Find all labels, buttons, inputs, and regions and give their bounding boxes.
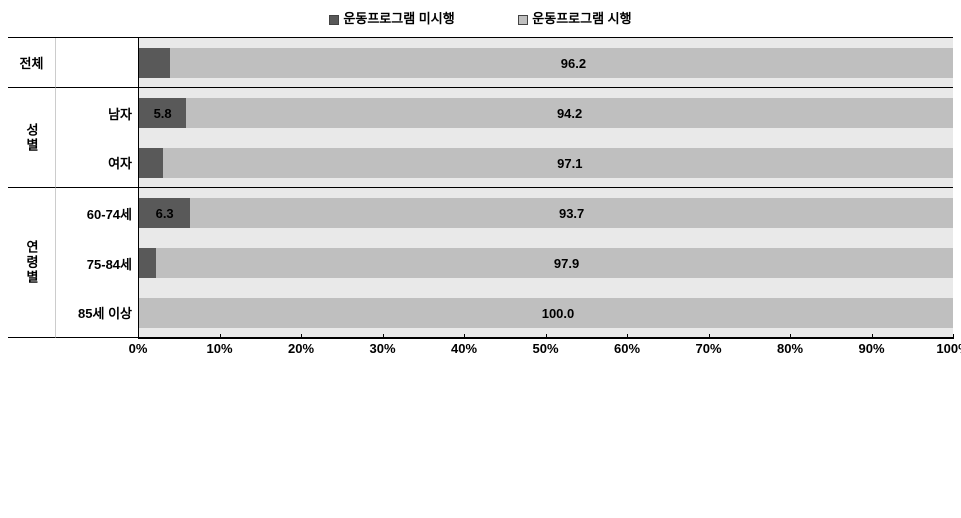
- bar-row: 6.3 93.7: [139, 188, 953, 238]
- group-label: 연령별: [8, 188, 56, 338]
- bar-segment-no: 5.8: [139, 98, 186, 128]
- bar-row: 2.1 97.9: [139, 238, 953, 288]
- bar-segment-no: 2.9: [139, 148, 163, 178]
- group-label: 성별: [8, 88, 56, 188]
- x-axis-tick-label: 80%: [777, 341, 803, 356]
- group-label-text: 전체: [20, 53, 44, 72]
- x-axis-tick-label: 0%: [129, 341, 148, 356]
- x-axis-tick-label: 70%: [695, 341, 721, 356]
- x-axis-tick-label: 30%: [369, 341, 395, 356]
- legend-item-no: 운동프로그램 미시행: [329, 8, 454, 27]
- x-axis-tick-label: 50%: [532, 341, 558, 356]
- bar-segment-yes: 100.0: [139, 298, 953, 328]
- stacked-bar: 0.0100.0: [139, 298, 953, 328]
- group-label-text: 성별: [22, 123, 41, 153]
- stacked-bar: 6.3 93.7: [139, 198, 953, 228]
- legend-label-no: 운동프로그램 미시행: [343, 11, 454, 26]
- bar-value-no: 5.8: [154, 106, 172, 121]
- bar-value-yes: 94.2: [557, 106, 582, 121]
- row-label: [56, 38, 138, 88]
- row-label: 85세 이상: [56, 288, 138, 338]
- stacked-bar: 2.9 97.1: [139, 148, 953, 178]
- bar-row: 3.8 96.2: [139, 38, 953, 88]
- bar-row: 2.9 97.1: [139, 138, 953, 188]
- legend-swatch-no: [329, 15, 339, 25]
- bar-value-yes: 97.9: [554, 256, 579, 271]
- x-axis-tick-label: 40%: [451, 341, 477, 356]
- x-axis: 0%10%20%30%40%50%60%70%80%90%100%: [138, 338, 953, 366]
- bars-area: 3.8 96.2 5.8 94.2 2.9 97.1 6.3 93.7 2.1 97.9 0.010…: [138, 38, 953, 338]
- x-axis-tick-label: 10%: [206, 341, 232, 356]
- bar-value-yes: 96.2: [561, 56, 586, 71]
- plot-area: 전체성별연령별 남자여자60-74세75-84세85세 이상 3.8 96.2 5.…: [8, 37, 953, 338]
- bar-value-yes: 100.0: [542, 306, 575, 321]
- x-axis-tick-label: 90%: [858, 341, 884, 356]
- bar-value-no: 6.3: [156, 206, 174, 221]
- chart-container: 운동프로그램 미시행 운동프로그램 시행 전체성별연령별 남자여자60-74세7…: [8, 8, 953, 366]
- bar-segment-no: 2.1: [139, 248, 156, 278]
- bar-segment-yes: 97.9: [156, 248, 953, 278]
- bar-segment-yes: 94.2: [186, 98, 953, 128]
- x-axis-tick-label: 100%: [936, 341, 961, 356]
- bar-segment-yes: 93.7: [190, 198, 953, 228]
- bar-rows: 3.8 96.2 5.8 94.2 2.9 97.1 6.3 93.7 2.1 97.9 0.010…: [139, 38, 953, 338]
- chart-legend: 운동프로그램 미시행 운동프로그램 시행: [8, 8, 953, 37]
- stacked-bar: 2.1 97.9: [139, 248, 953, 278]
- stacked-bar: 3.8 96.2: [139, 48, 953, 78]
- row-label: 여자: [56, 138, 138, 188]
- x-axis-tick-label: 20%: [288, 341, 314, 356]
- bar-value-yes: 93.7: [559, 206, 584, 221]
- row-label: 60-74세: [56, 188, 138, 238]
- legend-label-yes: 운동프로그램 시행: [532, 11, 631, 26]
- legend-item-yes: 운동프로그램 시행: [518, 8, 631, 27]
- group-label-text: 연령별: [22, 240, 41, 285]
- x-axis-tick-label: 60%: [614, 341, 640, 356]
- legend-swatch-yes: [518, 15, 528, 25]
- bar-row: 0.0100.0: [139, 288, 953, 338]
- row-label: 남자: [56, 88, 138, 138]
- stacked-bar: 5.8 94.2: [139, 98, 953, 128]
- bar-segment-no: 6.3: [139, 198, 190, 228]
- group-label: 전체: [8, 38, 56, 88]
- row-label: 75-84세: [56, 238, 138, 288]
- bar-row: 5.8 94.2: [139, 88, 953, 138]
- bar-value-yes: 97.1: [557, 156, 582, 171]
- bar-segment-yes: 97.1: [163, 148, 953, 178]
- bar-segment-yes: 96.2: [170, 48, 953, 78]
- row-labels-column: 남자여자60-74세75-84세85세 이상: [56, 38, 138, 338]
- group-labels-column: 전체성별연령별: [8, 38, 56, 338]
- bar-segment-no: 3.8: [139, 48, 170, 78]
